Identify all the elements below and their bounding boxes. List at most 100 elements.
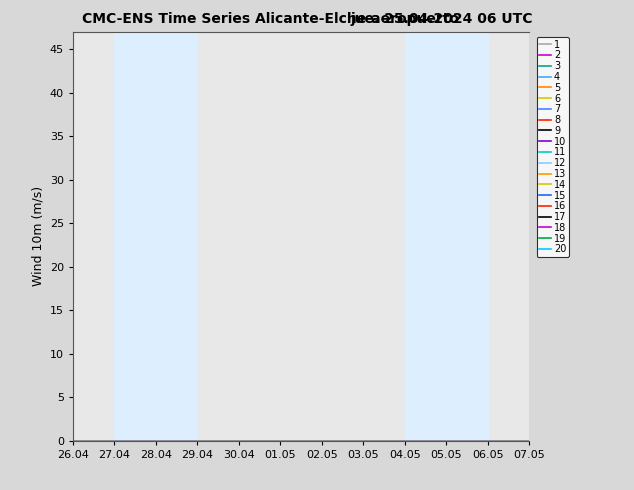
20 <box>276 438 284 444</box>
8 <box>401 438 409 444</box>
17 <box>359 438 367 444</box>
9 <box>235 438 243 444</box>
19 <box>152 438 160 444</box>
3 <box>276 438 284 444</box>
16 <box>401 438 409 444</box>
13 <box>110 438 118 444</box>
14 <box>69 438 77 444</box>
4 <box>318 438 326 444</box>
12 <box>484 438 492 444</box>
9 <box>359 438 367 444</box>
1 <box>484 438 492 444</box>
11 <box>443 438 450 444</box>
19 <box>193 438 201 444</box>
20 <box>401 438 409 444</box>
4 <box>526 438 533 444</box>
6 <box>235 438 243 444</box>
18 <box>110 438 118 444</box>
7 <box>526 438 533 444</box>
14 <box>193 438 201 444</box>
16 <box>69 438 77 444</box>
10 <box>359 438 367 444</box>
13 <box>484 438 492 444</box>
15 <box>110 438 118 444</box>
12 <box>152 438 160 444</box>
20 <box>69 438 77 444</box>
10 <box>69 438 77 444</box>
2 <box>401 438 409 444</box>
10 <box>526 438 533 444</box>
9 <box>110 438 118 444</box>
5 <box>484 438 492 444</box>
1 <box>193 438 201 444</box>
19 <box>401 438 409 444</box>
6 <box>484 438 492 444</box>
11 <box>484 438 492 444</box>
3 <box>318 438 326 444</box>
8 <box>318 438 326 444</box>
19 <box>318 438 326 444</box>
9 <box>401 438 409 444</box>
12 <box>69 438 77 444</box>
15 <box>69 438 77 444</box>
13 <box>401 438 409 444</box>
17 <box>235 438 243 444</box>
8 <box>443 438 450 444</box>
7 <box>69 438 77 444</box>
8 <box>152 438 160 444</box>
15 <box>359 438 367 444</box>
8 <box>484 438 492 444</box>
20 <box>443 438 450 444</box>
18 <box>235 438 243 444</box>
9 <box>443 438 450 444</box>
14 <box>401 438 409 444</box>
10 <box>401 438 409 444</box>
6 <box>318 438 326 444</box>
17 <box>443 438 450 444</box>
9 <box>526 438 533 444</box>
3 <box>526 438 533 444</box>
18 <box>401 438 409 444</box>
4 <box>193 438 201 444</box>
1 <box>443 438 450 444</box>
8 <box>359 438 367 444</box>
9 <box>193 438 201 444</box>
12 <box>276 438 284 444</box>
17 <box>276 438 284 444</box>
13 <box>193 438 201 444</box>
17 <box>318 438 326 444</box>
8 <box>526 438 533 444</box>
19 <box>526 438 533 444</box>
2 <box>193 438 201 444</box>
11 <box>235 438 243 444</box>
18 <box>69 438 77 444</box>
1 <box>526 438 533 444</box>
13 <box>235 438 243 444</box>
Bar <box>405 32 488 441</box>
15 <box>276 438 284 444</box>
17 <box>484 438 492 444</box>
13 <box>152 438 160 444</box>
2 <box>443 438 450 444</box>
8 <box>235 438 243 444</box>
14 <box>443 438 450 444</box>
6 <box>110 438 118 444</box>
12 <box>318 438 326 444</box>
5 <box>443 438 450 444</box>
4 <box>443 438 450 444</box>
9 <box>69 438 77 444</box>
9 <box>318 438 326 444</box>
9 <box>484 438 492 444</box>
3 <box>69 438 77 444</box>
6 <box>526 438 533 444</box>
18 <box>152 438 160 444</box>
11 <box>401 438 409 444</box>
7 <box>276 438 284 444</box>
8 <box>69 438 77 444</box>
13 <box>443 438 450 444</box>
1 <box>235 438 243 444</box>
19 <box>276 438 284 444</box>
16 <box>359 438 367 444</box>
1 <box>69 438 77 444</box>
15 <box>443 438 450 444</box>
